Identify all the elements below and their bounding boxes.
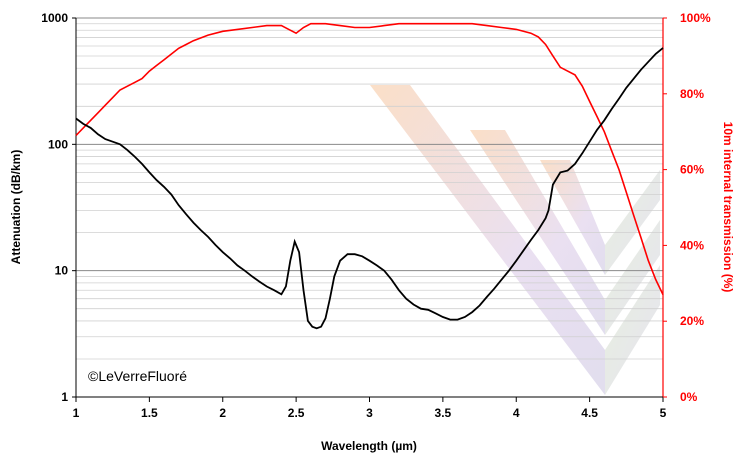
chevron-shape-small-right: [605, 170, 660, 275]
y-tick-label: 100: [48, 137, 68, 151]
chevron-shape-large: [370, 85, 605, 395]
attenuation-series-line: [75, 47, 664, 330]
y2-tick-label: 40%: [680, 238, 704, 252]
copyright-watermark: ©LeVerreFluoré: [88, 368, 187, 384]
minor-gridlines: [76, 23, 663, 360]
y-axis-ticks: 1 10 100 1000: [41, 11, 76, 404]
transmission-series-line: [75, 22, 664, 296]
x-tick-label: 3.5: [435, 406, 452, 420]
y2-axis-ticks: 0% 20% 40% 60% 80% 100%: [663, 11, 711, 404]
y-tick-label: 1000: [41, 11, 68, 25]
x-tick-label: 4: [513, 406, 520, 420]
major-gridlines: [76, 17, 663, 272]
chevron-shape-large-right: [605, 265, 660, 395]
x-tick-label: 5: [660, 406, 667, 420]
y2-tick-label: 60%: [680, 163, 704, 177]
x-axis-title: Wavelength (µm): [321, 439, 417, 453]
x-tick-label: 1: [73, 406, 80, 420]
x-tick-label: 3: [366, 406, 373, 420]
y-axis-title: Attenuation (dB/km): [9, 150, 23, 265]
x-tick-label: 1.5: [141, 406, 158, 420]
y2-axis-title: 10m internal transmission (%): [721, 122, 733, 293]
chevron-shape-mid-right: [605, 220, 660, 335]
y2-tick-label: 20%: [680, 314, 704, 328]
y-tick-label: 10: [55, 264, 69, 278]
x-tick-label: 2.5: [288, 406, 305, 420]
y2-tick-label: 100%: [680, 11, 711, 25]
y2-tick-label: 80%: [680, 87, 704, 101]
x-tick-label: 2: [219, 406, 226, 420]
chevron-shape-small: [540, 160, 605, 275]
x-tick-label: 4.5: [581, 406, 598, 420]
x-axis-ticks: 1 1.5 2 2.5 3 3.5 4 4.5 5: [73, 397, 667, 420]
y2-tick-label: 0%: [680, 390, 698, 404]
logo-chevrons: [370, 85, 660, 395]
y-tick-label: 1: [61, 390, 68, 404]
